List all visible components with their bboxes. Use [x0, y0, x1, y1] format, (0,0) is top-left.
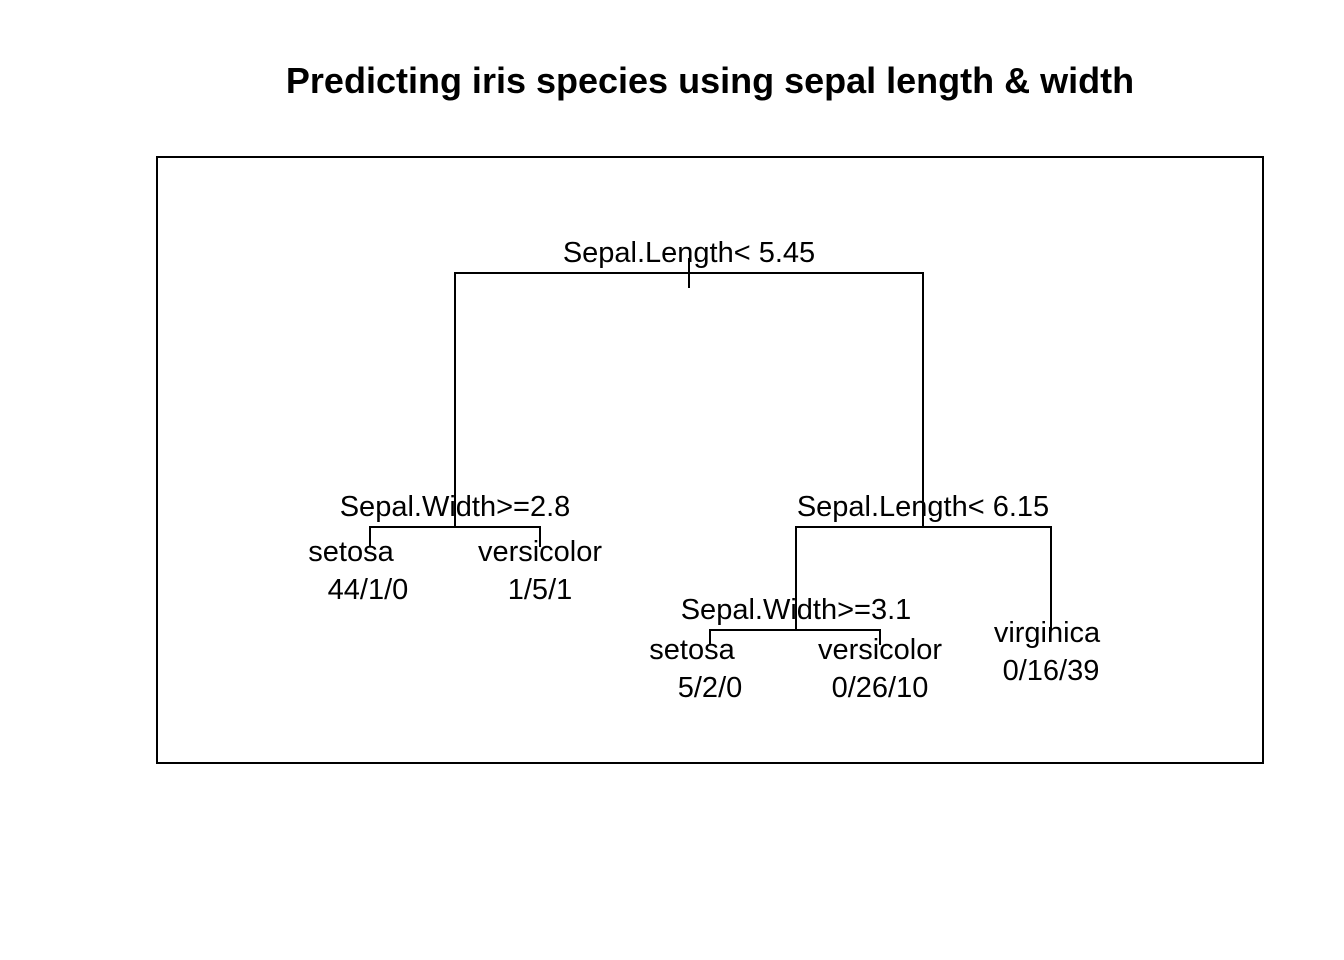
- leaf-counts-label: 44/1/0: [328, 574, 409, 606]
- leaf-counts-label: 0/26/10: [832, 672, 929, 704]
- leaf-counts-label: 1/5/1: [508, 574, 573, 606]
- plot-title: Predicting iris species using sepal leng…: [286, 60, 1134, 101]
- split-label-left: Sepal.Width>=2.8: [340, 491, 571, 523]
- leaf-class-label: virginica: [994, 617, 1101, 649]
- leaf-counts-label: 5/2/0: [678, 672, 743, 704]
- split-label-right: Sepal.Length< 6.15: [797, 491, 1049, 523]
- split-label-root: Sepal.Length< 5.45: [563, 237, 815, 269]
- right-left-split-edge: [709, 629, 881, 645]
- split-label-right-left: Sepal.Width>=3.1: [681, 594, 912, 626]
- leaf-class-label: setosa: [649, 634, 735, 666]
- leaf-class-label: versicolor: [818, 634, 942, 666]
- root-split-edge: [454, 272, 924, 527]
- plot-frame: [156, 156, 1264, 764]
- left-split-edge: [369, 526, 541, 547]
- leaf-class-label: versicolor: [478, 536, 602, 568]
- leaf-class-label: setosa: [308, 536, 394, 568]
- leaf-counts-label: 0/16/39: [1003, 655, 1100, 687]
- right-split-edge: [795, 526, 1052, 630]
